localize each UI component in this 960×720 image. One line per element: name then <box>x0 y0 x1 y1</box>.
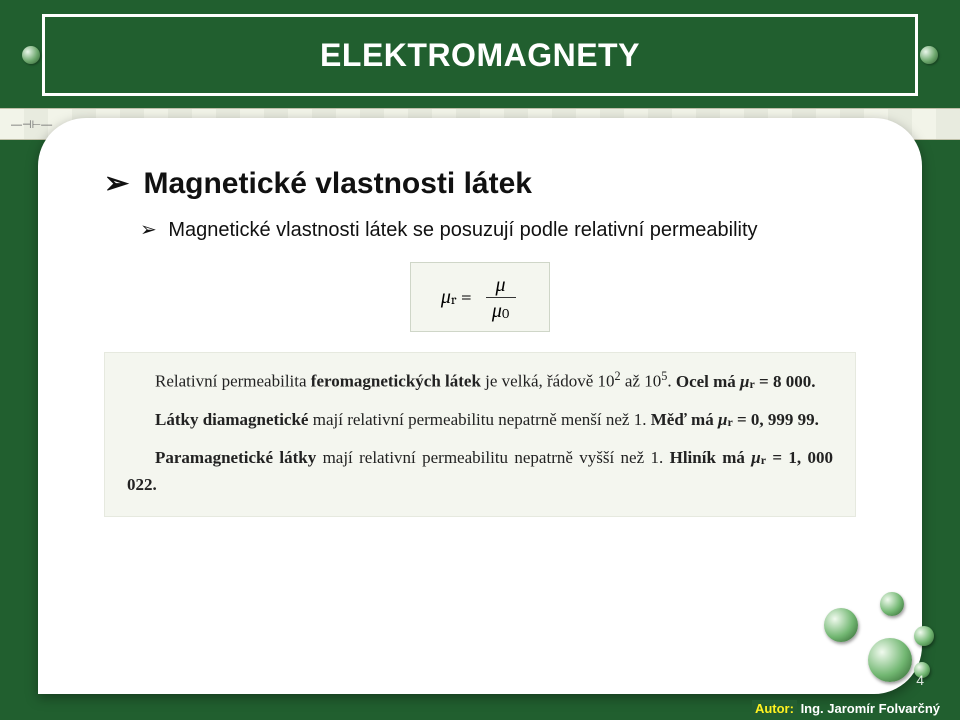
formula-den: μ0 <box>482 298 519 321</box>
heading-text: Magnetické vlastnosti látek <box>143 167 531 200</box>
para-dia: Látky diamagnetické mají relativní perme… <box>127 407 833 433</box>
content-card: ➢ Magnetické vlastnosti látek ➢ Magnetic… <box>38 118 922 694</box>
author-line: Autor: Ing. Jaromír Folvarčný <box>752 701 940 716</box>
molecule-decor-icon <box>796 584 956 704</box>
page-number: 4 <box>916 672 924 688</box>
para-ferro: Relativní permeabilita feromagnetických … <box>127 367 833 395</box>
bullet-arrow-icon: ➢ <box>140 219 157 241</box>
decor-ball-icon <box>22 46 40 64</box>
para-para: Paramagnetické látky mají relativní perm… <box>127 445 833 498</box>
formula-num: μ <box>486 273 516 298</box>
section-heading: ➢ Magnetické vlastnosti látek <box>104 166 856 201</box>
decor-ball-icon <box>920 46 938 64</box>
slide-root: ELEKTROMAGNETY —⊣⊢——∿——/\/\— —◯——▭——⊣⊢— … <box>0 0 960 720</box>
subheading-text: Magnetické vlastnosti látek se posuzují … <box>168 219 757 241</box>
slide-title: ELEKTROMAGNETY <box>320 37 640 74</box>
author-name: Ing. Jaromír Folvarčný <box>801 701 940 716</box>
formula-lhs: μr = <box>441 285 472 309</box>
sub-heading: ➢ Magnetické vlastnosti látek se posuzuj… <box>140 217 856 242</box>
title-frame: ELEKTROMAGNETY <box>42 14 918 96</box>
formula-fraction: μ μ0 <box>482 273 519 321</box>
formula: μr = μ μ0 <box>441 273 519 321</box>
formula-box: μr = μ μ0 <box>410 262 550 332</box>
bullet-arrow-icon: ➢ <box>104 167 129 200</box>
paragraph-box: Relativní permeabilita feromagnetických … <box>104 352 856 517</box>
author-label: Autor: <box>752 700 797 717</box>
